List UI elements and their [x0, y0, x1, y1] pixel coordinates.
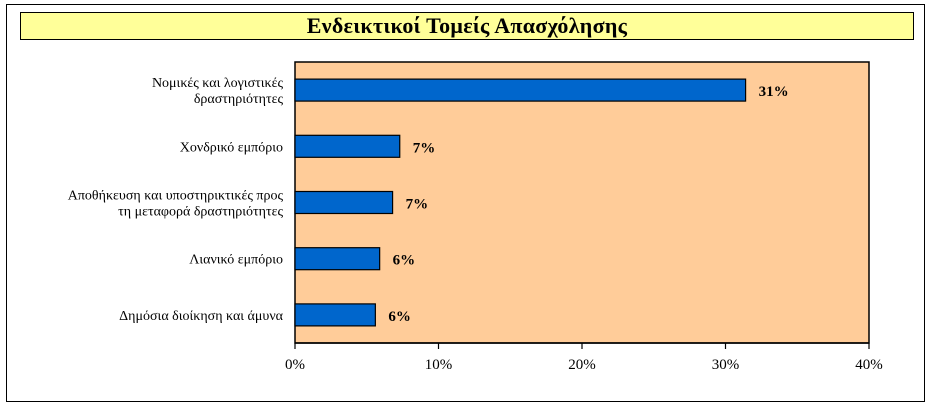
x-tick-label: 40% — [855, 357, 883, 373]
category-label: Αποθήκευση και υποστηρικτικές προς — [68, 189, 284, 204]
chart-title: Ενδεικτικοί Τομείς Απασχόλησης — [20, 12, 914, 40]
bar — [294, 134, 401, 158]
bar — [294, 303, 376, 327]
data-labels: 31% 7% 7% 6% 6% — [388, 84, 788, 325]
bar — [294, 190, 394, 215]
data-label: 7% — [406, 197, 429, 213]
bars — [294, 78, 747, 327]
bar — [294, 247, 381, 271]
data-label: 31% — [759, 84, 789, 100]
x-ticks: 0% 10% 20% 30% 40% — [285, 343, 883, 373]
data-label: 6% — [388, 309, 411, 325]
data-label: 7% — [413, 140, 436, 156]
category-label: Νομικές και λογιστικές — [152, 76, 284, 91]
x-tick-label: 10% — [425, 357, 453, 373]
x-tick-label: 20% — [568, 357, 596, 373]
category-label: Δημόσια διοίκηση και άμυνα — [119, 309, 283, 324]
data-label: 6% — [393, 253, 416, 269]
category-label: Λιανικό εμπόριο — [189, 253, 283, 268]
bar — [294, 78, 747, 102]
category-label: Χονδρικό εμπόριο — [180, 140, 283, 155]
x-tick-label: 0% — [285, 357, 305, 373]
x-tick-label: 30% — [712, 357, 740, 373]
category-label: δραστηριότητες — [194, 92, 284, 107]
category-label: τη μεταφορά δραστηριότητες — [118, 205, 283, 220]
